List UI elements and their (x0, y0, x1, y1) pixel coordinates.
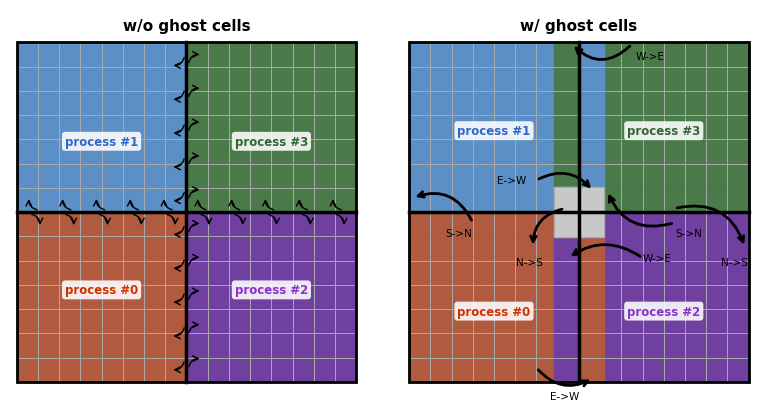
Polygon shape (579, 43, 604, 213)
Polygon shape (579, 213, 749, 237)
Text: S->N: S->N (675, 229, 702, 239)
Title: w/ ghost cells: w/ ghost cells (521, 18, 637, 34)
Text: process #3: process #3 (627, 125, 700, 138)
Text: W->E: W->E (643, 253, 671, 263)
Polygon shape (554, 43, 579, 213)
Polygon shape (554, 188, 604, 237)
Text: N->S: N->S (721, 257, 748, 267)
Polygon shape (579, 213, 749, 382)
Polygon shape (409, 43, 579, 213)
Polygon shape (186, 43, 357, 213)
Text: process #1: process #1 (65, 136, 138, 148)
Polygon shape (579, 43, 749, 213)
Polygon shape (554, 213, 579, 382)
Text: E->W: E->W (550, 391, 580, 401)
Polygon shape (579, 213, 604, 382)
Text: S->N: S->N (445, 229, 472, 239)
Text: process #2: process #2 (627, 305, 700, 318)
Title: w/o ghost cells: w/o ghost cells (123, 18, 250, 34)
Text: process #1: process #1 (458, 125, 531, 138)
Polygon shape (186, 213, 357, 382)
Polygon shape (16, 213, 186, 382)
Polygon shape (16, 43, 186, 213)
Text: process #0: process #0 (458, 305, 531, 318)
Text: W->E: W->E (635, 52, 664, 62)
Polygon shape (409, 213, 579, 382)
Text: E->W: E->W (497, 176, 526, 186)
Text: N->S: N->S (516, 257, 543, 267)
Polygon shape (579, 188, 749, 213)
Text: process #3: process #3 (235, 136, 308, 148)
Polygon shape (409, 213, 579, 237)
Polygon shape (409, 188, 579, 213)
Text: process #2: process #2 (235, 284, 308, 297)
Text: process #0: process #0 (65, 284, 138, 297)
